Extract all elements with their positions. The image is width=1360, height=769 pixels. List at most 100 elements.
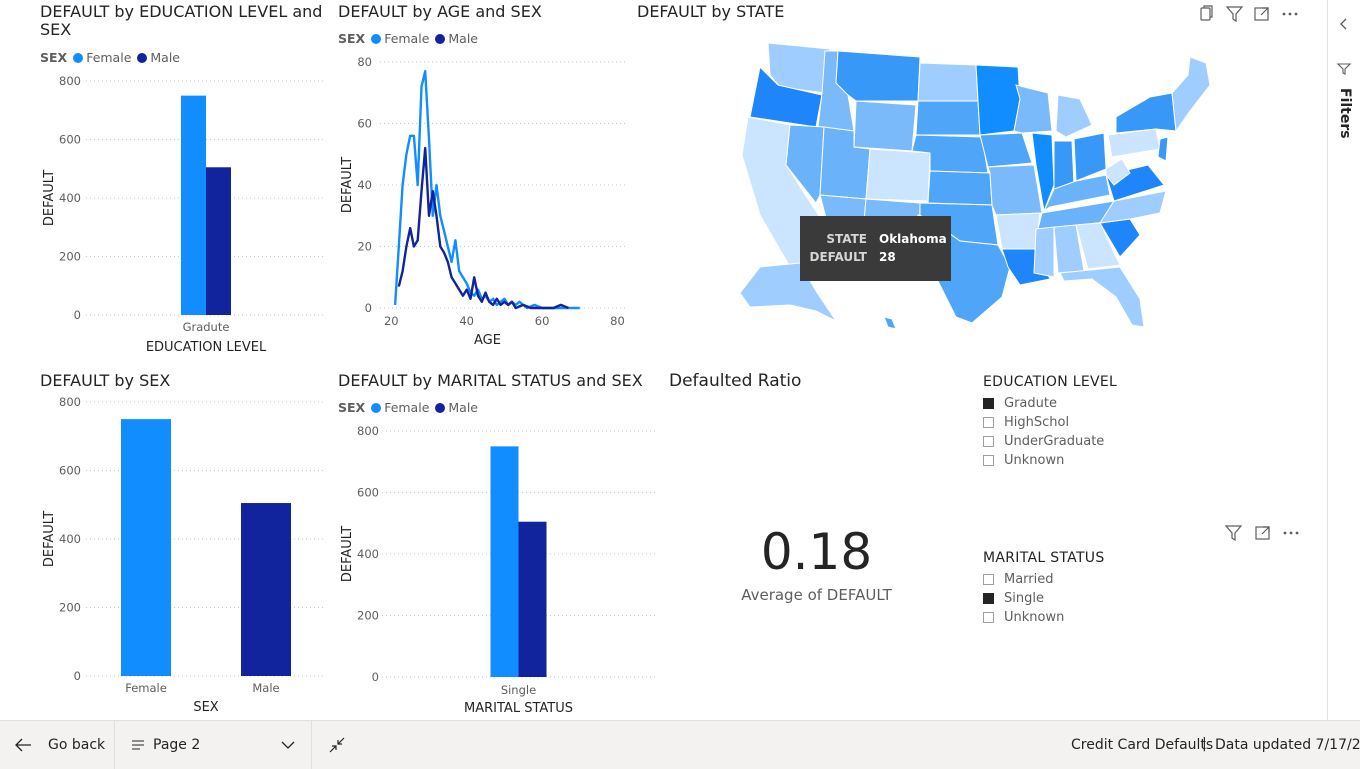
divider <box>114 721 115 769</box>
edu-bar-chart[interactable]: 0 200 400 600 800 Gradute EDUCATION LEVEL DEFAU… <box>0 66 330 360</box>
legend-dot-female <box>371 402 382 413</box>
us-state-map[interactable] <box>720 35 1220 335</box>
y-tick-label: 80 <box>357 55 372 69</box>
ratio-card-value: 0.18 <box>760 523 873 581</box>
checkbox[interactable] <box>983 593 994 604</box>
slicer-item-label: Married <box>1004 572 1054 587</box>
filter-icon[interactable] <box>1224 525 1243 542</box>
checkbox[interactable] <box>983 612 994 623</box>
state-nj <box>1157 136 1169 162</box>
y-tick-label: 0 <box>74 669 81 683</box>
legend-dot-male <box>137 52 148 63</box>
filters-pane-label[interactable]: Filters <box>1337 88 1353 139</box>
state-in <box>1053 140 1075 190</box>
state-wv <box>1105 158 1131 186</box>
marital-chart-title: DEFAULT by MARITAL STATUS and SEX <box>338 371 643 390</box>
sex-chart-title: DEFAULT by SEX <box>40 371 171 390</box>
x-category-label: Single <box>501 683 536 697</box>
marital-bar-chart[interactable]: 0 200 400 600 800 Single MARITAL STATUS DEFAULT <box>330 418 660 718</box>
x-axis-title: SEX <box>193 700 218 715</box>
y-tick-label: 200 <box>357 609 379 623</box>
filter-icon[interactable] <box>1225 6 1244 23</box>
data-updated-status: Data updated 7/17/20 <box>1215 737 1360 753</box>
legend-title: SEX <box>40 50 68 65</box>
y-tick-label: 0 <box>372 670 379 684</box>
checkbox[interactable] <box>983 455 994 466</box>
legend-item-male[interactable]: Male <box>435 31 478 46</box>
focus-mode-icon[interactable] <box>1255 526 1270 540</box>
go-back-button[interactable]: Go back <box>48 737 106 753</box>
slicer-item-label: HighSchol <box>1004 415 1070 430</box>
status-divider: | <box>1202 736 1207 752</box>
state-wi <box>1013 84 1053 134</box>
legend-item-male[interactable]: Male <box>137 50 180 65</box>
ratio-card-title: Defaulted Ratio <box>669 371 802 391</box>
page-selector[interactable]: Page 2 <box>153 737 201 753</box>
education-option-gradute[interactable]: Gradute <box>983 394 1104 413</box>
y-tick-label: 0 <box>74 308 81 322</box>
marital-option-single[interactable]: Single <box>983 589 1064 608</box>
chevron-left-icon[interactable] <box>1336 16 1352 32</box>
bar-female <box>121 419 171 676</box>
education-option-undergraduate[interactable]: UnderGraduate <box>983 432 1104 451</box>
slicer-item-label: Unknown <box>1004 453 1065 468</box>
education-slicer: Gradute HighSchol UnderGraduate Unknown <box>983 394 1104 470</box>
tooltip-state-row: STATE Oklahoma <box>800 232 951 250</box>
collapse-icon[interactable] <box>328 736 346 754</box>
state-or <box>749 65 823 128</box>
legend-label: Female <box>86 50 132 65</box>
slicer-item-label: Unknown <box>1004 610 1065 625</box>
legend-dot-female <box>73 52 84 63</box>
ratio-card-label: Average of DEFAULT <box>741 586 892 604</box>
x-category-label: Male <box>252 681 279 695</box>
marital-option-married[interactable]: Married <box>983 570 1064 589</box>
page-list-icon <box>132 740 144 750</box>
state-mt <box>835 50 921 102</box>
slicer-item-label: Gradute <box>1004 396 1057 411</box>
checkbox[interactable] <box>983 417 994 428</box>
legend-item-female[interactable]: Female <box>371 400 429 415</box>
legend-dot-male <box>435 33 446 44</box>
age-line-chart[interactable]: 0 20 40 60 80 20 40 60 80 AGE DEFAULT <box>330 48 630 360</box>
filter-pane-icon[interactable] <box>1336 62 1352 76</box>
checkbox[interactable] <box>983 436 994 447</box>
x-axis-title: AGE <box>474 333 501 348</box>
state-sd <box>915 100 981 136</box>
state-ks <box>927 170 993 206</box>
age-chart-title: DEFAULT by AGE and SEX <box>338 2 542 21</box>
slicer-item-label: Single <box>1004 591 1044 606</box>
focus-mode-icon[interactable] <box>1254 7 1269 21</box>
legend-title: SEX <box>338 400 366 415</box>
checkbox[interactable] <box>983 574 994 585</box>
sex-bar-chart[interactable]: 0 200 400 600 800 Female Male SEX DEFAULT <box>0 390 330 718</box>
y-tick-label: 400 <box>59 191 81 205</box>
legend-item-female[interactable]: Female <box>73 50 131 65</box>
chevron-down-icon[interactable] <box>280 739 296 751</box>
state-mn <box>975 64 1021 136</box>
state-wa <box>767 42 831 94</box>
legend-item-female[interactable]: Female <box>371 31 429 46</box>
state-map-title: DEFAULT by STATE <box>637 2 785 21</box>
more-options-icon[interactable] <box>1282 12 1298 16</box>
tooltip-default-value: 28 <box>879 250 896 264</box>
more-options-icon[interactable] <box>1283 531 1299 535</box>
y-tick-label: 800 <box>59 395 81 409</box>
line-series-male <box>397 146 569 310</box>
education-option-unknown[interactable]: Unknown <box>983 451 1104 470</box>
marital-option-unknown[interactable]: Unknown <box>983 608 1064 627</box>
education-option-highschol[interactable]: HighSchol <box>983 413 1104 432</box>
legend-item-male[interactable]: Male <box>435 400 478 415</box>
state-ms <box>1033 226 1055 278</box>
checkbox[interactable] <box>983 398 994 409</box>
y-tick-label: 400 <box>357 547 379 561</box>
state-nd <box>917 62 979 102</box>
state-ga <box>1075 222 1121 270</box>
state-mi <box>1055 94 1093 138</box>
slicer-visual-header <box>1222 523 1306 543</box>
arrow-left-icon[interactable] <box>14 737 32 753</box>
x-tick-label: 60 <box>535 314 550 328</box>
state-co <box>865 148 931 202</box>
edu-chart-legend: SEX Female Male <box>40 50 186 65</box>
copy-icon[interactable] <box>1200 5 1213 21</box>
y-tick-label: 800 <box>59 74 81 88</box>
